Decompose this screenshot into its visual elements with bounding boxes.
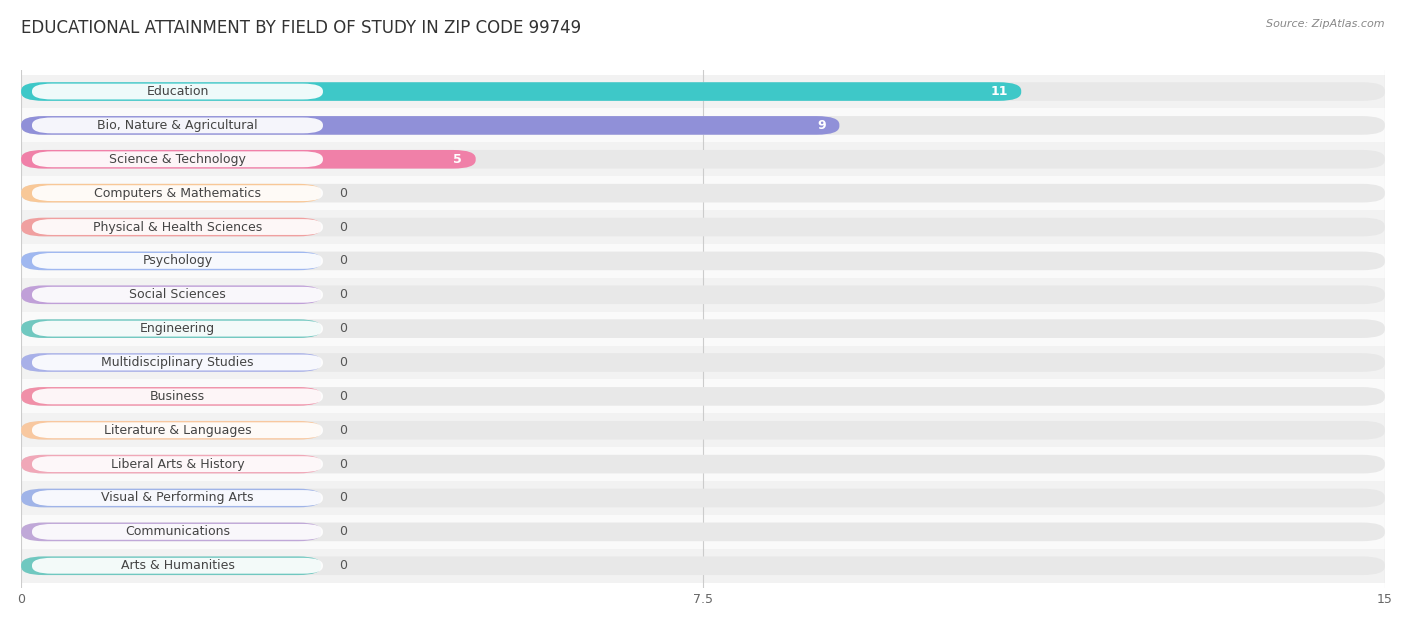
Text: 5: 5 xyxy=(453,153,463,166)
FancyBboxPatch shape xyxy=(32,253,323,269)
Text: 0: 0 xyxy=(339,322,347,335)
FancyBboxPatch shape xyxy=(21,217,1385,236)
FancyBboxPatch shape xyxy=(21,184,321,202)
FancyBboxPatch shape xyxy=(21,319,1385,338)
Text: Visual & Performing Arts: Visual & Performing Arts xyxy=(101,492,253,504)
Bar xyxy=(21,413,1385,447)
FancyBboxPatch shape xyxy=(21,286,1385,304)
Bar xyxy=(21,515,1385,549)
Bar xyxy=(21,176,1385,210)
FancyBboxPatch shape xyxy=(32,219,323,235)
FancyBboxPatch shape xyxy=(21,523,1385,541)
Text: 0: 0 xyxy=(339,288,347,301)
FancyBboxPatch shape xyxy=(21,150,475,169)
FancyBboxPatch shape xyxy=(21,116,839,135)
Bar xyxy=(21,312,1385,346)
FancyBboxPatch shape xyxy=(21,82,1385,101)
FancyBboxPatch shape xyxy=(21,556,321,575)
FancyBboxPatch shape xyxy=(21,116,1385,135)
Text: 0: 0 xyxy=(339,390,347,403)
FancyBboxPatch shape xyxy=(21,489,1385,507)
FancyBboxPatch shape xyxy=(21,489,321,507)
FancyBboxPatch shape xyxy=(32,524,323,540)
Text: 0: 0 xyxy=(339,492,347,504)
Text: Literature & Languages: Literature & Languages xyxy=(104,423,252,437)
Text: 0: 0 xyxy=(339,221,347,234)
FancyBboxPatch shape xyxy=(32,490,323,506)
FancyBboxPatch shape xyxy=(21,523,321,541)
FancyBboxPatch shape xyxy=(21,353,1385,372)
Text: Social Sciences: Social Sciences xyxy=(129,288,226,301)
Bar xyxy=(21,210,1385,244)
FancyBboxPatch shape xyxy=(21,150,1385,169)
Text: Psychology: Psychology xyxy=(142,255,212,267)
Text: Business: Business xyxy=(150,390,205,403)
FancyBboxPatch shape xyxy=(21,353,321,372)
FancyBboxPatch shape xyxy=(21,455,1385,473)
Bar xyxy=(21,244,1385,278)
Text: Computers & Mathematics: Computers & Mathematics xyxy=(94,186,262,200)
FancyBboxPatch shape xyxy=(21,387,1385,406)
FancyBboxPatch shape xyxy=(32,118,323,133)
Bar xyxy=(21,379,1385,413)
Text: Education: Education xyxy=(146,85,208,98)
FancyBboxPatch shape xyxy=(21,252,1385,270)
FancyBboxPatch shape xyxy=(32,422,323,438)
Text: Liberal Arts & History: Liberal Arts & History xyxy=(111,458,245,471)
Bar xyxy=(21,447,1385,481)
FancyBboxPatch shape xyxy=(32,558,323,574)
Text: 0: 0 xyxy=(339,186,347,200)
FancyBboxPatch shape xyxy=(21,184,1385,202)
Bar xyxy=(21,278,1385,312)
Text: Arts & Humanities: Arts & Humanities xyxy=(121,559,235,572)
Text: Bio, Nature & Agricultural: Bio, Nature & Agricultural xyxy=(97,119,257,132)
Text: Communications: Communications xyxy=(125,525,231,538)
Bar xyxy=(21,481,1385,515)
FancyBboxPatch shape xyxy=(21,82,1021,101)
Text: 0: 0 xyxy=(339,423,347,437)
FancyBboxPatch shape xyxy=(32,151,323,167)
FancyBboxPatch shape xyxy=(32,389,323,404)
Text: 11: 11 xyxy=(990,85,1008,98)
Text: Physical & Health Sciences: Physical & Health Sciences xyxy=(93,221,262,234)
Text: Multidisciplinary Studies: Multidisciplinary Studies xyxy=(101,356,253,369)
FancyBboxPatch shape xyxy=(21,217,321,236)
Text: 0: 0 xyxy=(339,356,347,369)
FancyBboxPatch shape xyxy=(32,185,323,201)
FancyBboxPatch shape xyxy=(21,252,321,270)
FancyBboxPatch shape xyxy=(21,421,321,440)
FancyBboxPatch shape xyxy=(32,83,323,99)
Text: 0: 0 xyxy=(339,255,347,267)
Text: 0: 0 xyxy=(339,525,347,538)
FancyBboxPatch shape xyxy=(21,455,321,473)
Bar xyxy=(21,346,1385,379)
FancyBboxPatch shape xyxy=(32,456,323,472)
FancyBboxPatch shape xyxy=(21,556,1385,575)
Text: Science & Technology: Science & Technology xyxy=(110,153,246,166)
FancyBboxPatch shape xyxy=(21,421,1385,440)
Text: 0: 0 xyxy=(339,559,347,572)
Text: Engineering: Engineering xyxy=(141,322,215,335)
Bar xyxy=(21,142,1385,176)
FancyBboxPatch shape xyxy=(21,387,321,406)
Text: 0: 0 xyxy=(339,458,347,471)
FancyBboxPatch shape xyxy=(21,319,321,338)
Text: 9: 9 xyxy=(817,119,825,132)
Bar xyxy=(21,75,1385,109)
FancyBboxPatch shape xyxy=(32,320,323,337)
Bar xyxy=(21,549,1385,583)
Text: Source: ZipAtlas.com: Source: ZipAtlas.com xyxy=(1267,19,1385,29)
FancyBboxPatch shape xyxy=(32,287,323,303)
Bar xyxy=(21,109,1385,142)
FancyBboxPatch shape xyxy=(32,355,323,370)
FancyBboxPatch shape xyxy=(21,286,321,304)
Text: EDUCATIONAL ATTAINMENT BY FIELD OF STUDY IN ZIP CODE 99749: EDUCATIONAL ATTAINMENT BY FIELD OF STUDY… xyxy=(21,19,581,37)
